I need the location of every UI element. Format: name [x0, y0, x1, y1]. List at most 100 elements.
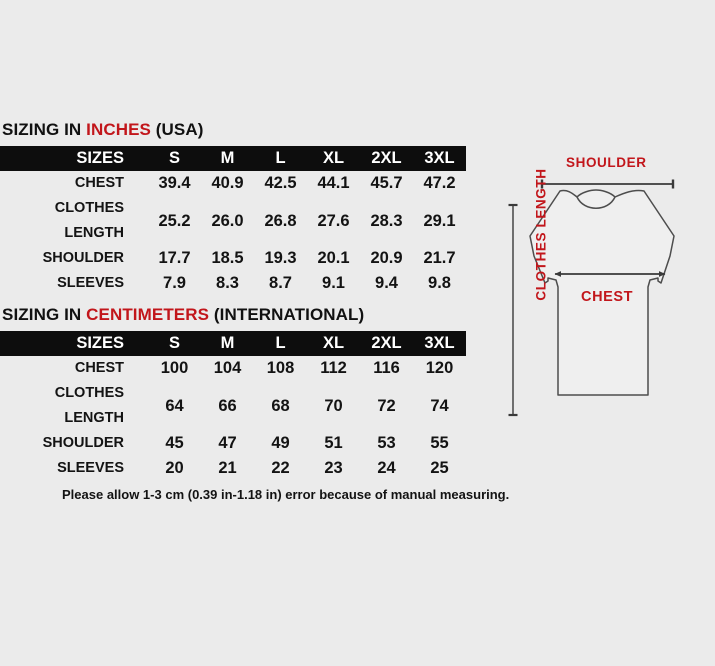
table-row: SHOULDER 45 47 49 51 53 55 [0, 431, 466, 456]
section-title-unit: INCHES [86, 120, 151, 139]
cell-chest-m: 40.9 [211, 174, 244, 192]
clothes-length-dimension-line [508, 203, 518, 417]
column-header-sizes: SIZES [76, 149, 124, 167]
cell-clothes-length-l: 26.8 [264, 211, 297, 230]
cell-clothes-length-2xl: 28.3 [370, 211, 403, 230]
table-row: CLOTHES LENGTH 64 66 68 70 72 74 [0, 381, 466, 431]
column-header-3xl: 3XL [424, 149, 455, 167]
cell-clothes-length-3xl: 29.1 [423, 211, 456, 230]
column-header-m: M [220, 334, 235, 352]
cell-shoulder-xl: 20.1 [317, 249, 350, 267]
cell-shoulder-l: 19.3 [264, 249, 297, 267]
size-table-centimeters: SIZES S M L XL 2XL 3XL CHEST 100 104 108… [0, 331, 466, 481]
cell-clothes-length-s: 64 [165, 396, 184, 415]
cell-sleeves-3xl: 9.8 [428, 274, 451, 292]
tshirt-collar-path [576, 196, 616, 209]
section-title-centimeters: SIZING IN CENTIMETERS (INTERNATIONAL) [2, 305, 364, 325]
section-title-suffix: (USA) [150, 120, 204, 139]
table-row: CHEST 39.4 40.9 42.5 44.1 45.7 47.2 [0, 171, 466, 196]
cell-clothes-length-l: 68 [271, 396, 290, 415]
row-label-shoulder: SHOULDER [42, 435, 124, 451]
cell-sleeves-m: 21 [218, 459, 237, 477]
section-title-prefix: SIZING IN [2, 305, 87, 324]
section-title-unit: CENTIMETERS [86, 305, 210, 324]
tshirt-body-path [529, 189, 675, 396]
table-row: SLEEVES 20 21 22 23 24 25 [0, 456, 466, 481]
table-row: CLOTHES LENGTH 25.2 26.0 26.8 27.6 28.3 … [0, 196, 466, 246]
column-header-l: L [275, 149, 286, 167]
section-title-suffix: (INTERNATIONAL) [209, 305, 365, 324]
column-header-3xl: 3XL [424, 334, 455, 352]
cell-sleeves-s: 7.9 [163, 274, 186, 292]
tshirt-outline-icon [508, 179, 675, 417]
chest-dimension-label: CHEST [581, 289, 634, 305]
cell-chest-2xl: 45.7 [370, 174, 403, 192]
cell-chest-xl: 44.1 [317, 174, 350, 192]
cell-chest-l: 42.5 [264, 174, 297, 192]
cell-chest-xl: 112 [320, 359, 347, 377]
cell-clothes-length-3xl: 74 [430, 396, 449, 415]
table-row: CHEST 100 104 108 112 116 120 [0, 356, 466, 381]
cell-sleeves-m: 8.3 [216, 274, 239, 292]
cell-shoulder-l: 49 [271, 434, 290, 452]
cell-shoulder-3xl: 21.7 [423, 249, 456, 267]
column-header-m: M [220, 149, 235, 167]
shoulder-dimension-label: SHOULDER [566, 155, 647, 170]
cell-chest-2xl: 116 [373, 359, 400, 377]
column-header-xl: XL [322, 149, 345, 167]
cell-sleeves-xl: 9.1 [322, 274, 345, 292]
cell-shoulder-s: 17.7 [158, 249, 191, 267]
cell-sleeves-s: 20 [165, 459, 184, 477]
table-row: SLEEVES 7.9 8.3 8.7 9.1 9.4 9.8 [0, 271, 466, 296]
cell-chest-3xl: 120 [425, 359, 454, 377]
row-label-clothes-length: CLOTHES LENGTH [54, 385, 124, 426]
cell-shoulder-xl: 51 [324, 434, 343, 452]
section-title-inches: SIZING IN INCHES (USA) [2, 120, 204, 140]
cell-chest-s: 39.4 [158, 174, 191, 192]
table-header-row: SIZES S M L XL 2XL 3XL [0, 331, 466, 356]
cell-shoulder-3xl: 55 [430, 434, 449, 452]
cell-clothes-length-m: 66 [218, 396, 237, 415]
cell-sleeves-2xl: 9.4 [375, 274, 398, 292]
cell-shoulder-m: 47 [218, 434, 237, 452]
column-header-2xl: 2XL [371, 149, 402, 167]
column-header-s: S [168, 334, 180, 352]
row-label-chest: CHEST [74, 360, 124, 376]
column-header-xl: XL [322, 334, 345, 352]
column-header-l: L [275, 334, 286, 352]
size-table-inches: SIZES S M L XL 2XL 3XL CHEST 39.4 40.9 4… [0, 146, 466, 296]
table-header-row: SIZES S M L XL 2XL 3XL [0, 146, 466, 171]
cell-shoulder-2xl: 53 [377, 434, 396, 452]
table-row: SHOULDER 17.7 18.5 19.3 20.1 20.9 21.7 [0, 246, 466, 271]
cell-chest-l: 108 [266, 359, 295, 377]
row-label-clothes-length: CLOTHES LENGTH [54, 200, 124, 241]
cell-chest-3xl: 47.2 [423, 174, 456, 192]
row-label-shoulder: SHOULDER [42, 250, 124, 266]
cell-chest-m: 104 [213, 359, 242, 377]
cell-clothes-length-xl: 27.6 [317, 211, 350, 230]
cell-shoulder-2xl: 20.9 [370, 249, 403, 267]
column-header-s: S [168, 149, 180, 167]
cell-shoulder-m: 18.5 [211, 249, 244, 267]
cell-sleeves-xl: 23 [324, 459, 343, 477]
cell-sleeves-3xl: 25 [430, 459, 449, 477]
cell-clothes-length-2xl: 72 [377, 396, 396, 415]
measuring-tolerance-note: Please allow 1-3 cm (0.39 in-1.18 in) er… [62, 487, 510, 502]
row-label-chest: CHEST [74, 175, 124, 191]
cell-sleeves-2xl: 24 [377, 459, 396, 477]
cell-clothes-length-xl: 70 [324, 396, 343, 415]
section-title-prefix: SIZING IN [2, 120, 87, 139]
clothes-length-dimension-label: CLOTHES LENGTH [533, 168, 549, 301]
shoulder-dimension-line [540, 179, 675, 189]
row-label-sleeves: SLEEVES [57, 275, 124, 291]
column-header-2xl: 2XL [371, 334, 402, 352]
cell-clothes-length-s: 25.2 [158, 211, 191, 230]
cell-shoulder-s: 45 [165, 434, 184, 452]
cell-sleeves-l: 8.7 [269, 274, 292, 292]
cell-sleeves-l: 22 [271, 459, 290, 477]
row-label-sleeves: SLEEVES [57, 460, 124, 476]
cell-chest-s: 100 [160, 359, 189, 377]
tshirt-measurement-diagram [478, 140, 715, 430]
column-header-sizes: SIZES [76, 334, 124, 352]
